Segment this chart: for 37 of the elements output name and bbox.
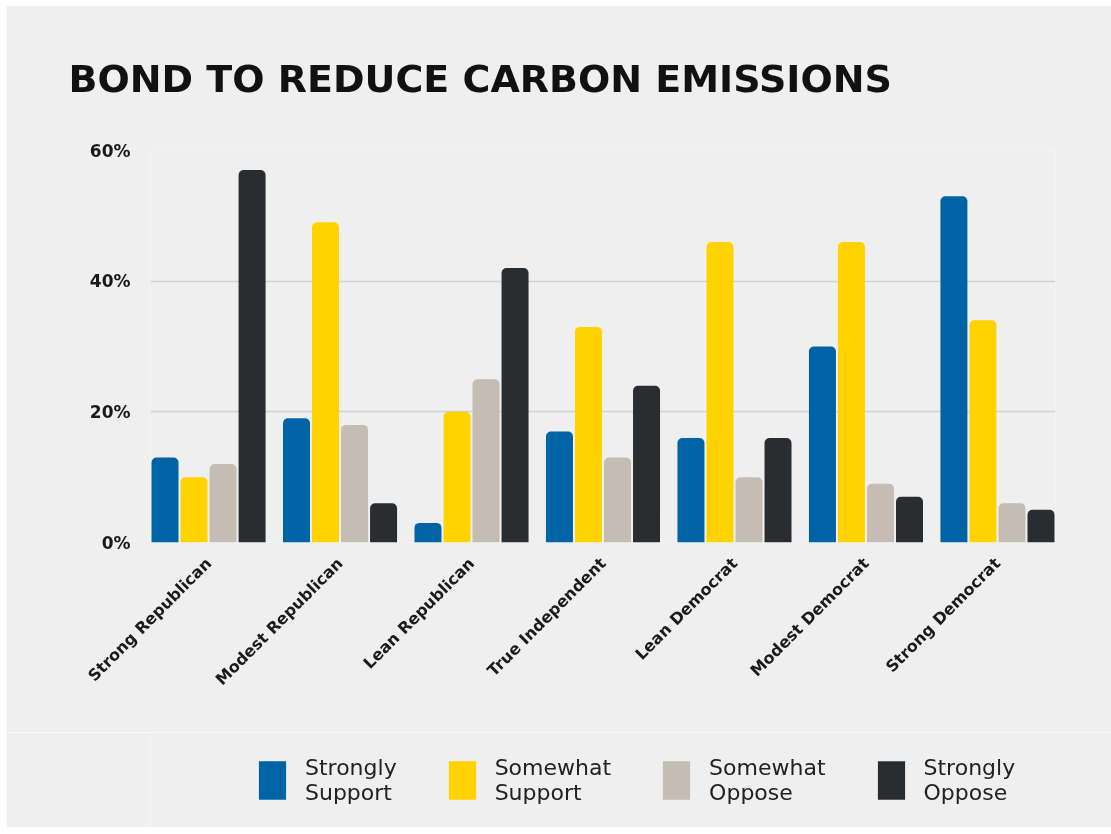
bar bbox=[501, 268, 529, 543]
legend-label: Strongly Oppose bbox=[923, 755, 1016, 805]
bar bbox=[545, 431, 573, 543]
legend-label: Strongly Support bbox=[305, 755, 397, 805]
bar bbox=[443, 411, 471, 543]
bar bbox=[998, 503, 1026, 543]
y-tick-label: 60% bbox=[89, 140, 131, 161]
y-tick-label: 20% bbox=[89, 401, 131, 422]
bar bbox=[808, 346, 836, 543]
bar bbox=[574, 326, 602, 543]
bar bbox=[341, 424, 369, 543]
bar bbox=[896, 496, 923, 543]
bar bbox=[283, 418, 310, 543]
bar bbox=[677, 437, 705, 543]
bar bbox=[180, 477, 208, 543]
chart-title: BOND TO REDUCE CARBON EMISSIONS bbox=[68, 57, 892, 101]
legend-label: Somewhat Support bbox=[494, 755, 612, 805]
bar bbox=[1027, 509, 1055, 543]
bar bbox=[706, 241, 734, 543]
bar bbox=[764, 437, 792, 543]
bar bbox=[370, 503, 398, 543]
bar bbox=[735, 477, 763, 543]
bar bbox=[633, 385, 661, 543]
bar bbox=[472, 379, 500, 543]
bar bbox=[151, 457, 179, 543]
y-tick-label: 0% bbox=[101, 532, 131, 553]
bar bbox=[414, 522, 442, 543]
bar bbox=[209, 464, 237, 543]
bar bbox=[837, 241, 865, 543]
bar bbox=[940, 196, 968, 543]
bar bbox=[312, 222, 340, 543]
bar bbox=[969, 320, 997, 543]
y-tick-label: 40% bbox=[89, 271, 131, 292]
bar bbox=[238, 170, 266, 543]
bar bbox=[604, 457, 632, 543]
bar bbox=[866, 483, 894, 543]
legend-label: Somewhat Oppose bbox=[709, 755, 826, 805]
